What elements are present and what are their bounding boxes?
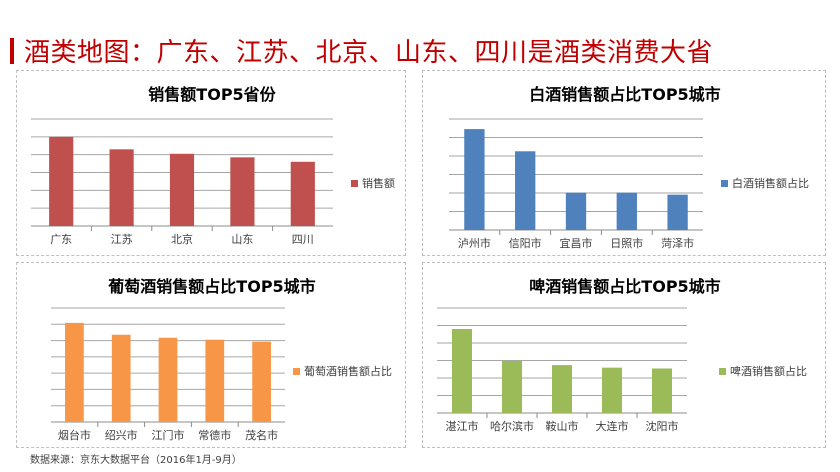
page-title: 酒类地图：广东、江苏、北京、山东、四川是酒类消费大省 bbox=[24, 38, 714, 68]
chart-panel-beer-share: 啤酒销售额占比TOP5城市湛江市 哈尔滨市 鞍山市 大连市 沈阳市 啤酒销售额占比 bbox=[422, 262, 826, 448]
bar bbox=[565, 192, 587, 230]
x-tick-label: 菏泽市 bbox=[661, 236, 694, 250]
x-tick-label: 江苏 bbox=[111, 233, 133, 246]
x-tick-label: 日照市 bbox=[610, 236, 643, 250]
x-tick-label: 大连市 bbox=[596, 419, 629, 433]
bar bbox=[109, 149, 134, 226]
chart-panel-province-sales: 销售额TOP5省份广东 江苏 北京 山东 四川 销售额 bbox=[16, 70, 406, 256]
x-tick-label: 北京 bbox=[171, 232, 193, 246]
x-tick-label: 烟台市 bbox=[58, 428, 91, 442]
bar bbox=[169, 153, 195, 226]
legend-swatch bbox=[351, 179, 358, 187]
legend-label: 葡萄酒销售额占比 bbox=[304, 365, 392, 378]
legend: 白酒销售额占比 bbox=[721, 175, 809, 191]
x-tick-label: 绍兴市 bbox=[105, 428, 138, 442]
x-tick-label: 茂名市 bbox=[245, 428, 278, 442]
bar-chart: 广东 江苏 北京 山东 四川 bbox=[31, 118, 333, 246]
chart-title: 葡萄酒销售额占比TOP5城市 bbox=[108, 277, 316, 296]
x-tick-label: 常德市 bbox=[198, 428, 231, 442]
bar bbox=[652, 368, 672, 413]
title-accent-bar bbox=[10, 38, 14, 64]
bar bbox=[65, 322, 84, 422]
chart-title: 白酒销售额占比TOP5城市 bbox=[529, 85, 721, 104]
chart-title: 销售额TOP5省份 bbox=[148, 85, 276, 104]
x-tick-label: 鞍山市 bbox=[546, 419, 579, 433]
chart-panel-wine-share: 葡萄酒销售额占比TOP5城市烟台市 绍兴市 江门市 常德市 茂名市 葡萄酒销售额占比 bbox=[16, 262, 406, 448]
legend: 啤酒销售额占比 bbox=[719, 363, 807, 379]
bar bbox=[616, 192, 637, 230]
bar bbox=[515, 151, 536, 230]
bar-chart: 泸州市 信阳市 宜昌市 日照市 菏泽市 bbox=[449, 118, 703, 250]
chart-title: 啤酒销售额占比TOP5城市 bbox=[529, 277, 721, 296]
bar-chart: 烟台市 绍兴市 江门市 常德市 茂名市 bbox=[51, 307, 285, 442]
chart-panel-baijiu-share: 白酒销售额占比TOP5城市泸州市 信阳市 宜昌市 日照市 菏泽市 白酒销售额占比 bbox=[422, 70, 826, 256]
legend-label: 白酒销售额占比 bbox=[732, 177, 809, 190]
x-tick-label: 山东 bbox=[231, 233, 253, 246]
legend-label: 销售额 bbox=[362, 177, 395, 190]
legend: 销售额 bbox=[351, 175, 395, 191]
legend-swatch bbox=[719, 367, 726, 375]
x-tick-label: 宜昌市 bbox=[560, 236, 593, 250]
bar bbox=[230, 157, 255, 226]
bar bbox=[252, 341, 271, 422]
x-tick-label: 泸州市 bbox=[458, 236, 491, 250]
bar bbox=[49, 136, 74, 226]
bar bbox=[464, 129, 485, 230]
legend: 葡萄酒销售额占比 bbox=[293, 363, 392, 379]
x-tick-label: 广东 bbox=[50, 233, 72, 246]
x-tick-label: 沈阳市 bbox=[646, 419, 679, 433]
bar bbox=[158, 337, 178, 422]
bar bbox=[452, 329, 472, 413]
legend-label: 啤酒销售额占比 bbox=[730, 365, 807, 378]
bar bbox=[205, 339, 225, 422]
legend-swatch bbox=[721, 179, 728, 187]
bar bbox=[602, 367, 622, 413]
bar bbox=[290, 161, 315, 226]
x-tick-label: 江门市 bbox=[152, 428, 185, 442]
x-tick-label: 哈尔滨市 bbox=[490, 419, 534, 433]
bar bbox=[667, 194, 688, 230]
bar-chart: 湛江市 哈尔滨市 鞍山市 大连市 沈阳市 bbox=[437, 307, 687, 433]
legend-swatch bbox=[293, 367, 300, 375]
bar bbox=[111, 334, 131, 422]
source-note: 数据来源：京东大数据平台（2016年1月-9月） bbox=[30, 455, 242, 466]
bar bbox=[502, 360, 522, 413]
x-tick-label: 四川 bbox=[292, 233, 314, 246]
bar bbox=[552, 365, 572, 413]
x-tick-label: 湛江市 bbox=[446, 419, 479, 433]
x-tick-label: 信阳市 bbox=[509, 236, 542, 250]
